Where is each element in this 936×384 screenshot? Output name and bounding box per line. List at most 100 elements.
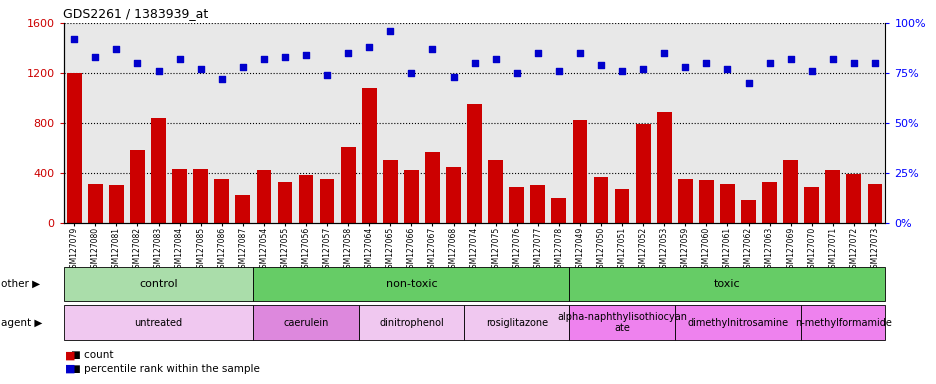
- Bar: [319, 179, 334, 223]
- Point: [782, 56, 797, 62]
- Text: alpha-naphthylisothiocyan
ate: alpha-naphthylisothiocyan ate: [557, 312, 686, 333]
- Bar: [569, 305, 674, 340]
- Point: [614, 68, 629, 74]
- Text: ■: ■: [65, 364, 75, 374]
- Point: [677, 64, 692, 70]
- Bar: [299, 175, 313, 223]
- Point: [403, 70, 418, 76]
- Point: [572, 50, 587, 56]
- Text: ■: ■: [65, 350, 75, 360]
- Point: [825, 56, 840, 62]
- Bar: [698, 180, 713, 223]
- Bar: [253, 305, 358, 340]
- Bar: [341, 147, 355, 223]
- Point: [151, 68, 166, 74]
- Bar: [740, 200, 755, 223]
- Point: [656, 50, 671, 56]
- Bar: [403, 170, 418, 223]
- Bar: [467, 104, 481, 223]
- Text: toxic: toxic: [713, 279, 740, 289]
- Point: [319, 72, 334, 78]
- Bar: [256, 170, 271, 223]
- Point: [508, 70, 523, 76]
- Bar: [235, 195, 250, 223]
- Text: agent ▶: agent ▶: [1, 318, 42, 328]
- Point: [361, 44, 376, 50]
- Bar: [845, 174, 860, 223]
- Point: [867, 60, 882, 66]
- Point: [466, 60, 481, 66]
- Point: [383, 28, 398, 34]
- Point: [425, 46, 440, 52]
- Bar: [569, 267, 885, 301]
- Bar: [509, 187, 523, 223]
- Bar: [172, 169, 187, 223]
- Text: control: control: [139, 279, 178, 289]
- Text: n-methylformamide: n-methylformamide: [794, 318, 891, 328]
- Point: [488, 56, 503, 62]
- Point: [740, 80, 755, 86]
- Bar: [109, 185, 124, 223]
- Text: ■ percentile rank within the sample: ■ percentile rank within the sample: [71, 364, 260, 374]
- Bar: [719, 184, 734, 223]
- Point: [130, 60, 145, 66]
- Bar: [488, 161, 503, 223]
- Point: [214, 76, 229, 82]
- Bar: [277, 182, 292, 223]
- Point: [299, 52, 314, 58]
- Text: GDS2261 / 1383939_at: GDS2261 / 1383939_at: [63, 7, 208, 20]
- Point: [109, 46, 124, 52]
- Text: non-toxic: non-toxic: [385, 279, 437, 289]
- Text: dinitrophenol: dinitrophenol: [378, 318, 444, 328]
- Bar: [253, 267, 569, 301]
- Bar: [593, 177, 607, 223]
- Text: ■ count: ■ count: [71, 350, 113, 360]
- Text: other ▶: other ▶: [1, 279, 40, 289]
- Bar: [530, 185, 545, 223]
- Point: [845, 60, 860, 66]
- Bar: [463, 305, 569, 340]
- Bar: [867, 184, 882, 223]
- Bar: [656, 112, 671, 223]
- Point: [719, 66, 734, 72]
- Point: [592, 62, 607, 68]
- Point: [256, 56, 271, 62]
- Bar: [64, 267, 253, 301]
- Bar: [358, 305, 463, 340]
- Bar: [425, 152, 439, 223]
- Bar: [761, 182, 776, 223]
- Point: [88, 54, 103, 60]
- Point: [277, 54, 292, 60]
- Bar: [551, 198, 565, 223]
- Bar: [214, 179, 229, 223]
- Point: [193, 66, 208, 72]
- Bar: [803, 187, 818, 223]
- Bar: [446, 167, 461, 223]
- Point: [66, 36, 81, 42]
- Point: [803, 68, 818, 74]
- Bar: [383, 161, 397, 223]
- Bar: [361, 88, 376, 223]
- Bar: [66, 73, 81, 223]
- Text: caerulein: caerulein: [283, 318, 329, 328]
- Bar: [800, 305, 885, 340]
- Bar: [151, 118, 166, 223]
- Point: [635, 66, 650, 72]
- Point: [698, 60, 713, 66]
- Point: [172, 56, 187, 62]
- Point: [446, 74, 461, 80]
- Point: [761, 60, 776, 66]
- Bar: [130, 151, 145, 223]
- Bar: [636, 124, 650, 223]
- Bar: [614, 189, 629, 223]
- Point: [530, 50, 545, 56]
- Text: dimethylnitrosamine: dimethylnitrosamine: [687, 318, 788, 328]
- Bar: [193, 169, 208, 223]
- Bar: [782, 161, 797, 223]
- Text: untreated: untreated: [135, 318, 183, 328]
- Bar: [88, 184, 103, 223]
- Point: [341, 50, 356, 56]
- Text: rosiglitazone: rosiglitazone: [485, 318, 548, 328]
- Point: [235, 64, 250, 70]
- Bar: [678, 179, 692, 223]
